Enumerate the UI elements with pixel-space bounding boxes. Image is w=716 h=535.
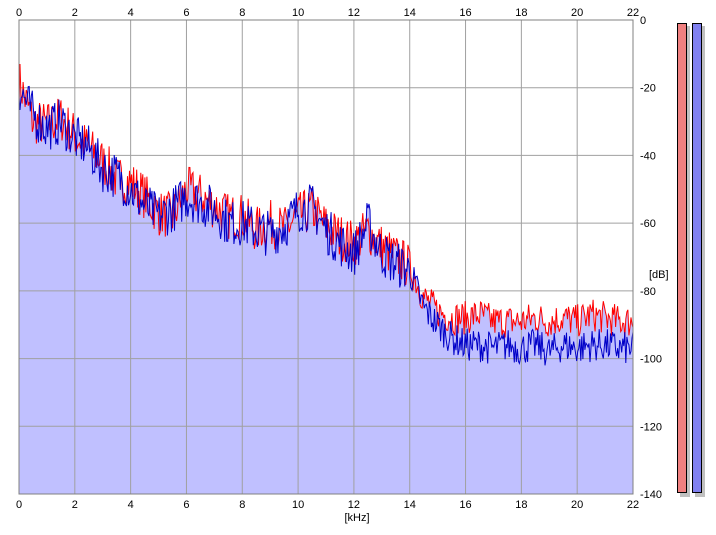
y-axis-right: 0 -20 -40 -60 -80 -100 -120 -140 — [640, 15, 662, 501]
x-tick-label-bottom: 22 — [627, 499, 639, 511]
x-tick-label-bottom: 2 — [72, 499, 78, 511]
x-tick-label-bottom: 4 — [128, 499, 134, 511]
spectrum-lines — [18, 63, 634, 366]
y-tick-label: -80 — [640, 286, 656, 298]
y-tick-label: -40 — [640, 150, 656, 162]
right-channel-line — [18, 85, 634, 366]
right-channel-level-meter — [692, 23, 702, 493]
y-tick-label: -120 — [640, 421, 662, 433]
x-tick-label-bottom: 0 — [16, 499, 22, 511]
x-tick-label-top: 8 — [239, 7, 245, 19]
spectrum-area — [19, 64, 633, 494]
x-tick-label-top: 14 — [404, 7, 416, 19]
x-tick-label-bottom: 18 — [515, 499, 527, 511]
x-tick-label-top: 2 — [72, 7, 78, 19]
x-tick-label-bottom: 6 — [183, 499, 189, 511]
x-tick-label-top: 16 — [459, 7, 471, 19]
x-tick-label-bottom: 10 — [292, 499, 304, 511]
x-tick-label-top: 22 — [627, 7, 639, 19]
x-axis-top: 0 2 4 6 8 10 12 14 16 18 20 22 — [16, 7, 639, 19]
x-tick-label-top: 6 — [183, 7, 189, 19]
x-axis-label: [kHz] — [344, 512, 369, 524]
y-tick-label: 0 — [640, 15, 646, 27]
spectrum-chart: 0 2 4 6 8 10 12 14 16 18 20 22 0 2 4 6 8 10 12 14 16 18 20 22 … — [16, 7, 669, 524]
x-tick-label-top: 0 — [16, 7, 22, 19]
spectrum-fill — [19, 64, 633, 494]
left-channel-level-meter — [677, 23, 687, 493]
left-channel-line — [18, 63, 634, 338]
x-tick-label-bottom: 20 — [571, 499, 583, 511]
y-tick-label: -20 — [640, 83, 656, 95]
plot-frame — [18, 19, 634, 495]
x-tick-label-bottom: 14 — [404, 499, 416, 511]
x-tick-label-top: 12 — [348, 7, 360, 19]
y-tick-label: -140 — [640, 489, 662, 501]
x-tick-label-top: 10 — [292, 7, 304, 19]
y-tick-label: -60 — [640, 218, 656, 230]
x-tick-label-top: 20 — [571, 7, 583, 19]
grid — [18, 19, 634, 495]
x-tick-label-top: 18 — [515, 7, 527, 19]
x-tick-label-bottom: 12 — [348, 499, 360, 511]
x-axis-bottom: 0 2 4 6 8 10 12 14 16 18 20 22 — [16, 499, 639, 511]
plot-border — [18, 19, 634, 495]
y-tick-label: -100 — [640, 354, 662, 366]
y-axis-label: [dB] — [649, 269, 669, 281]
x-tick-label-top: 4 — [128, 7, 134, 19]
x-tick-label-bottom: 8 — [239, 499, 245, 511]
x-tick-label-bottom: 16 — [459, 499, 471, 511]
